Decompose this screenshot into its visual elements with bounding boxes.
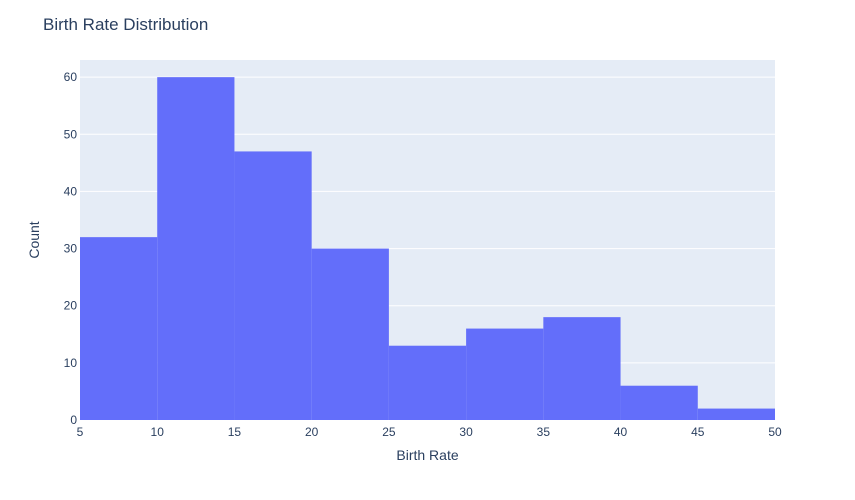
histogram-bar [697, 408, 775, 420]
histogram-bar [543, 317, 621, 420]
histogram-bar [80, 237, 158, 420]
x-tick-label: 15 [228, 425, 242, 439]
x-tick-label: 25 [382, 425, 396, 439]
histogram-bar [311, 248, 389, 420]
y-tick-label: 50 [64, 127, 78, 141]
chart-title: Birth Rate Distribution [43, 15, 208, 34]
x-tick-label: 35 [537, 425, 551, 439]
histogram-bar [620, 385, 698, 420]
x-tick-label: 10 [151, 425, 165, 439]
y-axis-title: Count [26, 221, 42, 258]
x-tick-label: 45 [691, 425, 705, 439]
x-tick-label: 5 [77, 425, 84, 439]
y-axis-ticks: 0 10 20 30 40 50 60 [64, 70, 78, 427]
x-axis-ticks: 5 10 15 20 25 30 35 40 45 50 [77, 425, 782, 439]
x-tick-label: 20 [305, 425, 319, 439]
histogram-bar [234, 151, 312, 420]
histogram-bar [157, 77, 235, 421]
x-tick-label: 40 [614, 425, 628, 439]
y-tick-label: 20 [64, 299, 78, 313]
y-tick-label: 60 [64, 70, 78, 84]
x-axis-title: Birth Rate [396, 447, 458, 463]
y-tick-label: 30 [64, 242, 78, 256]
y-tick-label: 40 [64, 184, 78, 198]
histogram-bar [466, 328, 544, 420]
histogram-bars [80, 77, 775, 421]
x-tick-label: 50 [768, 425, 782, 439]
x-tick-label: 30 [459, 425, 473, 439]
y-tick-label: 0 [70, 413, 77, 427]
y-tick-label: 10 [64, 356, 78, 370]
histogram-bar [388, 345, 467, 420]
